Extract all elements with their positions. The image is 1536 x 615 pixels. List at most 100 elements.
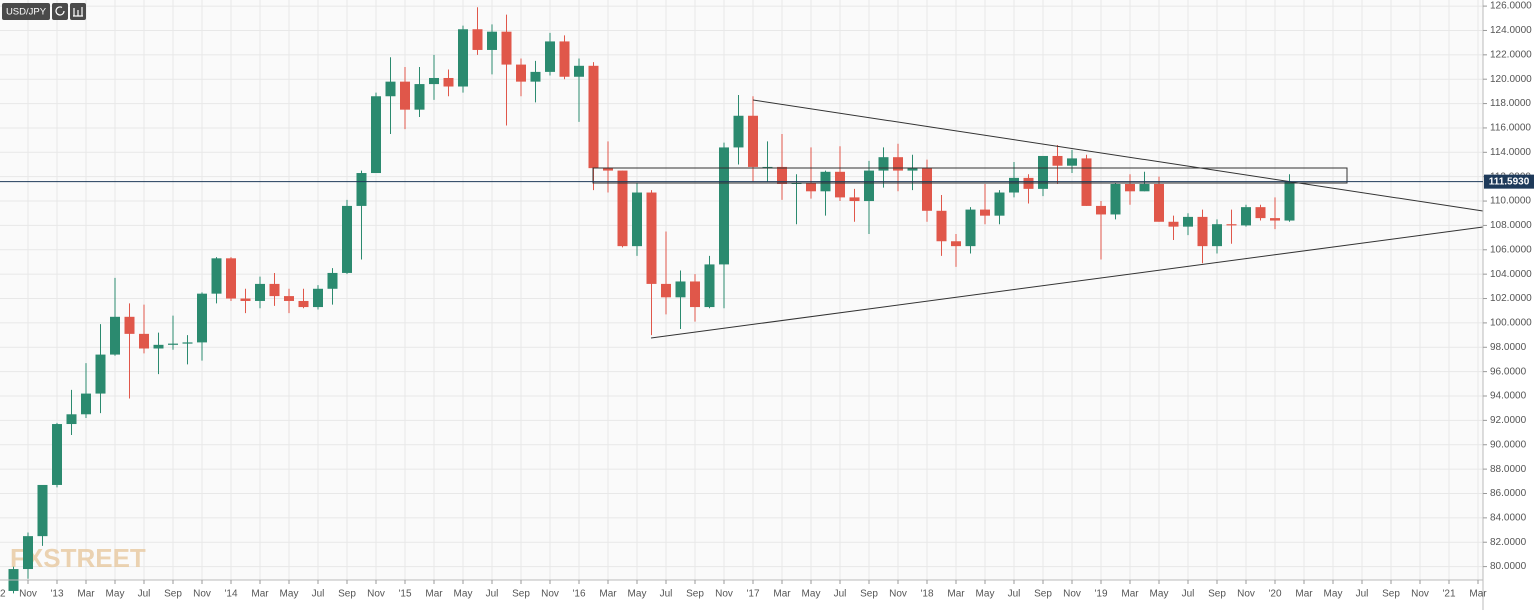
refresh-button[interactable] xyxy=(52,3,68,20)
candle-body xyxy=(1183,216,1193,227)
candle-body xyxy=(1270,218,1280,221)
y-tick-label: 90.0000 xyxy=(1490,439,1527,450)
candle-body xyxy=(1226,224,1237,226)
candle-body xyxy=(153,344,164,349)
candle-body xyxy=(1009,177,1019,193)
x-tick-label: Mar xyxy=(1295,589,1313,600)
x-tick-label: '14 xyxy=(224,589,237,600)
candle-body xyxy=(81,393,91,415)
candles-icon xyxy=(73,7,83,17)
x-tick-label: May xyxy=(628,589,647,600)
candle-body xyxy=(530,71,541,82)
candle-body xyxy=(429,77,439,85)
toolbar: USD/JPY xyxy=(2,3,86,20)
candle-body xyxy=(139,333,149,349)
candle-body xyxy=(1197,216,1208,247)
x-tick-label: '19 xyxy=(1094,589,1107,600)
x-tick-label: Jul xyxy=(486,589,499,600)
candle-body xyxy=(559,41,570,77)
x-tick-label: Nov xyxy=(541,589,559,600)
x-tick-label: May xyxy=(802,589,821,600)
y-tick-label: 100.0000 xyxy=(1490,318,1532,329)
candle-body xyxy=(661,283,671,298)
x-tick-label: May xyxy=(280,589,299,600)
x-tick-label: Jul xyxy=(660,589,673,600)
candle-body xyxy=(835,171,845,198)
range-box xyxy=(592,167,1348,184)
x-tick-label: May xyxy=(106,589,125,600)
candle-body xyxy=(704,264,715,308)
x-tick-label: Sep xyxy=(164,589,182,600)
candle-body xyxy=(1168,221,1179,227)
symbol-box[interactable] xyxy=(2,3,50,20)
candle-body xyxy=(748,115,758,167)
candle-body xyxy=(632,192,642,247)
candle-body xyxy=(255,283,265,301)
x-tick-label: Nov xyxy=(715,589,733,600)
y-tick-label: 116.0000 xyxy=(1490,123,1531,134)
candle-body xyxy=(617,170,628,247)
x-tick-label: '16 xyxy=(572,589,585,600)
candle-body xyxy=(226,258,236,299)
candle-body xyxy=(1212,224,1222,247)
candle-body xyxy=(371,96,381,174)
candle-body xyxy=(922,168,932,211)
x-tick-label: Nov xyxy=(19,589,37,600)
x-tick-label: Mar xyxy=(599,589,617,600)
x-tick-label: May xyxy=(976,589,995,600)
y-tick-label: 80.0000 xyxy=(1490,561,1527,572)
candle-body xyxy=(240,298,251,301)
upper-trendline xyxy=(752,99,1484,212)
y-tick-label: 104.0000 xyxy=(1490,269,1532,280)
candle-body xyxy=(907,168,918,171)
candle-body xyxy=(284,296,294,301)
y-tick-label: 124.0000 xyxy=(1490,25,1532,36)
candle-body xyxy=(197,293,207,343)
x-tick-label: Jul xyxy=(1008,589,1021,600)
x-tick-label: Sep xyxy=(686,589,704,600)
candle-body xyxy=(37,484,48,537)
candle-body xyxy=(1255,207,1266,219)
y-tick-label: 106.0000 xyxy=(1490,244,1532,255)
lower-trendline xyxy=(650,226,1484,339)
candle-body xyxy=(806,182,816,192)
candle-body xyxy=(400,81,410,110)
candle-body xyxy=(1096,205,1106,215)
candle-body xyxy=(980,209,990,216)
candle-body xyxy=(719,147,729,265)
candle-body xyxy=(849,197,860,202)
candle-body xyxy=(965,209,976,247)
x-tick-label: Nov xyxy=(1063,589,1081,600)
candle-body xyxy=(458,29,468,87)
x-tick-label: Mar xyxy=(947,589,965,600)
x-tick-label: '17 xyxy=(746,589,759,600)
x-tick-label: Sep xyxy=(860,589,878,600)
x-tick-label: Sep xyxy=(1034,589,1052,600)
x-tick-label: Mar xyxy=(77,589,95,600)
candle-body xyxy=(893,157,903,171)
candle-body xyxy=(66,414,77,425)
candle-body xyxy=(1284,181,1295,221)
candle-body xyxy=(1110,183,1121,215)
candle-body xyxy=(516,64,526,82)
candle-body xyxy=(936,210,947,242)
candle-body xyxy=(342,205,352,273)
candle-body xyxy=(472,29,483,50)
candle-body xyxy=(414,84,425,110)
candle-body xyxy=(182,342,193,344)
x-tick-label: '13 xyxy=(50,589,63,600)
candle-body xyxy=(994,192,1005,216)
candle-body xyxy=(574,65,584,77)
y-tick-label: 98.0000 xyxy=(1490,342,1527,353)
candle-body xyxy=(110,316,120,355)
x-tick-label: Nov xyxy=(367,589,385,600)
candle-body xyxy=(878,157,889,171)
candle-body xyxy=(501,31,512,65)
symbol: USD/JPY xyxy=(6,7,47,18)
candle-body xyxy=(1052,155,1063,166)
x-tick-label: '12 xyxy=(0,589,6,600)
candle-body xyxy=(951,241,961,247)
x-tick-label: Jul xyxy=(1182,589,1195,600)
candle-body xyxy=(1125,183,1135,192)
